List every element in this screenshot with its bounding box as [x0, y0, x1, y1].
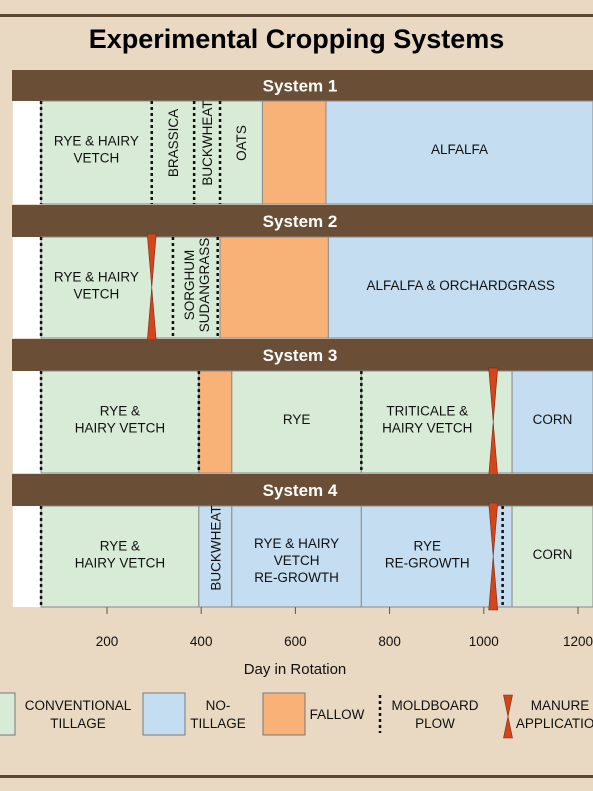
legend-item-1: CONVENTIONAL TILLAGE — [0, 692, 132, 736]
legend-manure-marker — [503, 694, 513, 739]
crop-label: VETCH — [74, 151, 120, 166]
top-rule — [0, 14, 593, 17]
system-header-bar — [12, 205, 593, 237]
crop-label: BUCKWHEAT — [208, 505, 223, 590]
segment-label: HAIRY VETCH — [75, 421, 165, 436]
system-header-bar — [12, 339, 593, 371]
system-title: System 3 — [263, 346, 338, 365]
bottom-rule — [0, 775, 593, 778]
crop-label: RYE & HAIRY — [54, 134, 139, 149]
x-tick-label: 1000 — [469, 634, 499, 649]
x-tick-label: 400 — [190, 634, 213, 649]
legend-label: APPLICATION — [516, 716, 593, 731]
legend-swatch — [262, 692, 306, 736]
segment-label: CORN — [533, 412, 573, 427]
legend-item-2: NO- TILLAGE — [142, 692, 246, 736]
legend-label: MANURE — [531, 698, 590, 713]
segment-blank — [12, 237, 42, 338]
legend-label: NO- — [206, 698, 231, 713]
manure-marker-top — [488, 502, 499, 557]
x-tick-label: 800 — [378, 634, 401, 649]
crop-label: RYE & HAIRY — [54, 270, 139, 285]
segment-notill — [325, 100, 593, 205]
system-3: System 3 RYE & HAIRY VETCH RYE CORN TRITICALE… — [12, 339, 593, 477]
segment-conventional — [40, 370, 200, 474]
legend-label: CONVENTIONAL — [25, 698, 132, 713]
system-title: System 4 — [263, 481, 338, 500]
segment-fallow — [198, 370, 233, 474]
segment-label: CORN — [533, 547, 573, 562]
legend-label: TILLAGE — [50, 716, 106, 731]
legend-item-5: MANURE APPLICATION — [503, 694, 593, 739]
crop-label: SUDANGRASS — [197, 238, 212, 333]
segment-blank — [12, 371, 42, 473]
segment-conventional — [231, 370, 362, 474]
system-2: System 2 ALFALFA & ORCHARDGRASS RYE & HAIR… — [12, 205, 593, 342]
legend-label: TILLAGE — [190, 716, 246, 731]
manure-marker-bottom — [488, 556, 499, 611]
x-tick-label: 1200 — [563, 634, 593, 649]
segment-fallow — [219, 236, 329, 339]
manure-marker-top — [146, 233, 157, 288]
segment-notill — [511, 370, 593, 474]
segment-conventional — [511, 505, 593, 608]
legend-swatch — [142, 692, 186, 736]
segment-label: RE-GROWTH — [254, 570, 339, 585]
legend-label: FALLOW — [310, 707, 365, 722]
segment-label: RYE — [283, 412, 311, 427]
segment-label: ALFALFA — [431, 142, 488, 157]
legend-item-4: MOLDBOARD PLOW — [378, 695, 479, 733]
manure-marker-top — [503, 694, 513, 717]
segment-conventional — [360, 370, 513, 474]
segment-label: ALFALFA & ORCHARDGRASS — [367, 278, 555, 293]
x-axis-label: Day in Rotation — [244, 661, 347, 678]
segment-blank — [12, 101, 42, 204]
manure-marker-bottom — [503, 716, 513, 739]
segment-conventional — [40, 236, 221, 339]
segment-notill — [360, 505, 513, 608]
diagram-title: Experimental Cropping Systems — [88, 24, 505, 54]
system-title: System 1 — [263, 77, 338, 96]
crop-label: OATS — [234, 125, 249, 161]
crop-label: HAIRY VETCH — [382, 421, 472, 436]
legend-item-3: FALLOW — [262, 692, 365, 736]
crop-label: RYE — [414, 539, 442, 554]
legend: CONVENTIONAL TILLAGE NO- TILLAGE FALLOW MOLDB… — [0, 692, 593, 739]
x-tick-label: 200 — [96, 634, 119, 649]
crop-label: TRITICALE & — [386, 404, 468, 419]
system-header-bar — [12, 474, 593, 506]
crop-label: VETCH — [74, 287, 120, 302]
segment-label: RYE & — [100, 539, 140, 554]
x-tick-label: 600 — [284, 634, 307, 649]
segment-fallow — [261, 100, 327, 205]
manure-application-marker — [488, 502, 499, 611]
segment-conventional — [40, 505, 200, 608]
manure-application-marker — [488, 367, 499, 477]
crop-label: BUCKWHEAT — [200, 100, 215, 185]
system-title: System 2 — [263, 212, 338, 231]
legend-swatch — [0, 692, 16, 736]
segment-label: RYE & — [100, 404, 140, 419]
crop-label: SORGHUM — [182, 250, 197, 321]
crop-label: BRASSICA — [166, 109, 181, 177]
segment-label: VETCH — [274, 553, 320, 568]
legend-label: MOLDBOARD — [391, 698, 478, 713]
legend-label: PLOW — [415, 716, 455, 731]
segment-label: RYE & HAIRY — [254, 536, 339, 551]
segment-notill — [327, 236, 593, 339]
system-1: System 1 ALFALFA RYE & HAIRY VETCH BRASSICA B… — [12, 70, 593, 205]
system-4: System 4 RYE & HAIRY VETCH RYE & HAIRY VETCH… — [12, 474, 593, 611]
system-header-bar — [12, 70, 593, 101]
segment-label: HAIRY VETCH — [75, 556, 165, 571]
segment-blank — [12, 506, 42, 607]
manure-marker-top — [488, 367, 499, 423]
crop-label: RE-GROWTH — [385, 556, 470, 571]
x-axis: 200 400 600 800 1000 1200 Day in Rotation — [96, 607, 593, 678]
